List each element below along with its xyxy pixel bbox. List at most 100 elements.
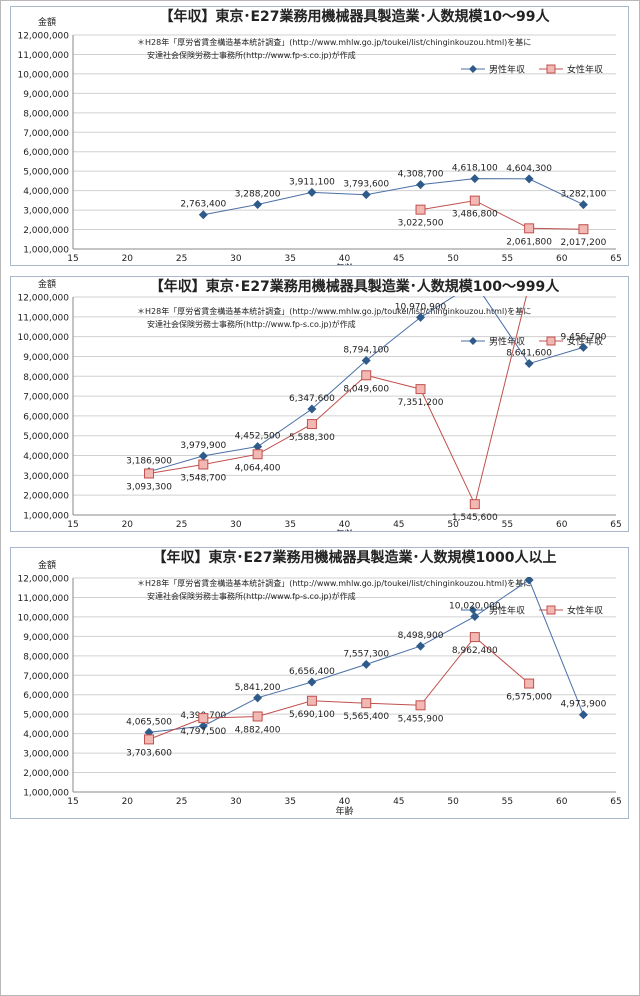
y-tick-label: 9,000,000 [23,353,69,363]
y-axis-title: 金額 [38,278,56,290]
x-tick-label: 50 [447,520,459,530]
y-tick-label: 7,000,000 [23,129,69,139]
legend-marker [546,64,556,74]
legend-label: 男性年収 [489,336,525,348]
y-tick-label: 6,000,000 [23,691,69,701]
y-tick-label: 4,000,000 [23,187,69,197]
data-point-male [416,312,426,322]
x-tick-label: 15 [67,254,78,264]
data-label: 4,064,400 [235,463,281,473]
y-tick-label: 6,000,000 [23,148,69,158]
data-label: 3,486,800 [452,210,498,220]
x-tick-label: 20 [122,797,134,807]
data-point-female [252,711,263,722]
data-label: 8,641,600 [506,349,552,359]
data-point-male [307,404,317,414]
y-tick-label: 12,000,000 [17,32,69,42]
x-tick-label: 15 [67,520,78,530]
data-label: 9,456,700 [561,332,607,342]
y-tick-label: 12,000,000 [17,575,69,585]
legend-label: 女性年収 [567,336,603,348]
data-point-male [198,210,208,220]
chart-note-line-2: 安達社会保険労務士事務所(http://www.fp-s.co.jp)が作成 [147,591,356,601]
x-tick-label: 35 [284,254,295,264]
x-tick-label: 40 [339,797,351,807]
data-point-male [307,187,317,197]
data-label: 4,882,400 [235,725,281,735]
y-tick-label: 5,000,000 [23,711,69,721]
x-tick-label: 25 [176,254,187,264]
y-tick-label: 8,000,000 [23,652,69,662]
series-line [148,296,527,506]
y-tick-label: 9,000,000 [23,90,69,100]
x-tick-label: 20 [122,254,134,264]
data-label: 4,065,500 [126,717,172,727]
data-point-male [524,174,534,184]
data-point-female [469,632,480,643]
data-label: 4,308,700 [398,170,444,180]
data-label: 3,288,200 [235,189,281,199]
x-tick-label: 25 [176,520,187,530]
data-point-male [416,180,426,190]
data-label: 3,911,100 [289,177,335,187]
chart-background [11,7,628,265]
data-point-female [469,195,480,206]
chart-note-line-2: 安達社会保険労務士事務所(http://www.fp-s.co.jp)が作成 [147,319,356,329]
x-tick-label: 45 [393,797,404,807]
data-point-male [198,451,208,461]
series-group [415,195,589,235]
chart-panel-3: 1,000,000 2,000,000 3,000,000 4,000,000 5,00… [10,547,629,819]
data-point-male [253,442,263,452]
y-tick-label: 12,000,000 [17,294,69,304]
data-point-male [578,200,588,210]
data-point-male [416,641,426,651]
legend-label: 男性年収 [489,64,525,76]
data-point-female [578,224,589,235]
data-point-male [524,577,534,585]
chart-background [11,548,628,818]
series-line [148,636,530,740]
y-tick-label: 3,000,000 [23,207,69,217]
data-point-female [306,695,317,706]
data-point-female [415,204,426,215]
data-label: 6,575,000 [506,693,552,703]
x-tick-label: 65 [610,797,621,807]
data-label: 4,604,300 [506,164,552,174]
x-tick-label: 40 [339,520,351,530]
chart-background [11,277,628,531]
data-label: 4,618,100 [452,164,498,174]
data-label: 3,793,600 [343,180,389,190]
data-point-female [198,459,209,470]
data-point-female [306,419,317,430]
y-tick-label: 10,000,000 [17,70,69,80]
data-label: 8,962,400 [452,646,498,656]
y-axis-title: 金額 [38,16,56,28]
data-label: 2,017,200 [561,238,607,248]
x-tick-label: 40 [339,254,351,264]
data-point-male [361,356,371,366]
y-tick-label: 4,000,000 [23,730,69,740]
data-label: 3,022,500 [398,219,444,229]
legend-label: 男性年収 [489,605,525,617]
data-label: 10,020,000 [449,602,501,612]
data-point-female [361,698,372,709]
y-tick-label: 11,000,000 [17,51,69,61]
x-tick-label: 30 [230,254,242,264]
x-tick-label: 25 [176,797,187,807]
y-tick-label: 9,000,000 [23,633,69,643]
y-tick-label: 8,000,000 [23,109,69,119]
data-label: 3,186,900 [126,457,172,467]
y-tick-label: 2,000,000 [23,769,69,779]
data-point-male [470,612,480,622]
data-label: 3,548,700 [180,473,226,483]
y-tick-label: 1,000,000 [23,246,69,256]
data-point-female [361,370,372,381]
x-tick-label: 55 [502,254,513,264]
y-tick-label: 8,000,000 [23,373,69,383]
data-point-female [252,449,263,460]
y-axis-title: 金額 [38,559,56,571]
chart-panel-2: 1,000,000 2,000,000 3,000,000 4,000,000 5,00… [10,276,629,532]
x-tick-label: 20 [122,520,134,530]
legend-label: 女性年収 [567,605,603,617]
y-tick-label: 5,000,000 [23,168,69,178]
